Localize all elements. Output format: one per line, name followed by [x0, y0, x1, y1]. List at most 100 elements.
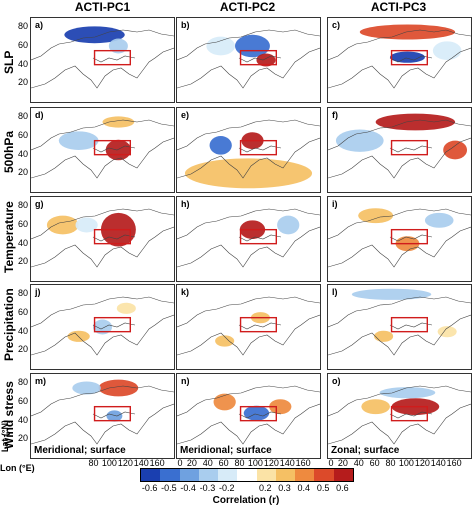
correlation-anomaly — [75, 217, 98, 233]
panel-label: m) — [34, 376, 47, 386]
lat-tick-label: 60 — [17, 130, 28, 140]
correlation-anomaly — [243, 405, 270, 421]
map-svg — [328, 385, 471, 445]
panel-label: j) — [34, 287, 42, 297]
colorbar-swatch — [218, 469, 238, 481]
map-panel: o) Zonal; surface — [327, 373, 472, 459]
colorbar-swatch — [333, 469, 353, 481]
study-region-box — [390, 405, 429, 422]
panel-note: Meridional; surface — [180, 445, 272, 456]
correlation-anomaly — [379, 387, 436, 399]
coastline — [177, 314, 320, 356]
colorbar-tick-label: -0.3 — [199, 483, 216, 493]
coastline — [328, 403, 471, 445]
panel-label: d) — [34, 110, 45, 120]
correlation-anomaly — [105, 139, 132, 161]
coastline — [389, 145, 433, 153]
panel-label: a) — [34, 20, 45, 30]
colorbar-swatch — [160, 469, 180, 481]
coastline — [177, 29, 320, 61]
coastline — [389, 55, 433, 63]
colorbar-tick-label: 0.2 — [259, 483, 272, 493]
coastline — [31, 29, 174, 61]
lat-tick-label: 20 — [17, 344, 28, 355]
lon-tick-label: 80 — [88, 458, 99, 468]
lon-tick-label: 140 — [279, 458, 295, 468]
lon-tick-label: 60 — [369, 458, 380, 468]
colorbar-tick-label: -0.6 — [141, 483, 158, 493]
lat-tick-label: 20 — [17, 433, 28, 444]
coastline — [92, 145, 136, 153]
lat-tick-label: 80 — [17, 200, 28, 211]
coastline — [177, 403, 320, 445]
col-title-3: ACTI-PC3 — [370, 0, 427, 14]
study-region-box — [390, 228, 429, 245]
coastline — [238, 411, 282, 419]
map-panel: k) — [176, 284, 321, 370]
colorbar-swatch — [256, 469, 276, 481]
colorbar-tick-label: -0.4 — [180, 483, 196, 493]
lat-tick-label: 60 — [17, 396, 28, 406]
lon-tick-label: 140 — [430, 458, 446, 468]
coastline — [177, 385, 320, 417]
coastline — [177, 137, 320, 179]
coastline — [177, 208, 320, 240]
correlation-anomaly — [184, 158, 313, 189]
correlation-anomaly — [46, 215, 79, 235]
map-panel: h) — [176, 196, 321, 282]
panel-label: c) — [331, 20, 342, 30]
map-panel: a) — [30, 17, 175, 103]
lat-tick-label: 20 — [17, 256, 28, 267]
study-region-box — [239, 228, 278, 245]
lat-tick-label: 40 — [17, 325, 28, 336]
correlation-anomaly — [389, 51, 425, 63]
lon-tick-label: 120 — [117, 458, 133, 468]
study-region-box — [239, 49, 278, 66]
map-svg — [31, 116, 174, 179]
lon-tick-label: 20 — [337, 458, 348, 468]
col-title-1: ACTI-PC1 — [74, 0, 131, 14]
lat-tick-label: 20 — [17, 167, 28, 178]
map-svg — [328, 208, 471, 268]
map-panel: e) — [176, 107, 321, 193]
col-title-2: ACTI-PC2 — [219, 0, 276, 14]
correlation-anomaly — [206, 36, 235, 56]
study-region-box — [93, 405, 132, 422]
coastline — [328, 119, 471, 151]
coastline — [328, 137, 471, 179]
lat-tick-label: 60 — [17, 307, 28, 317]
study-region-box — [93, 49, 132, 66]
coastline — [92, 234, 136, 242]
panel-label: g) — [34, 199, 45, 209]
study-region-box — [239, 316, 278, 333]
coastline — [31, 314, 174, 356]
coastline — [328, 47, 471, 89]
coastline — [389, 234, 433, 242]
map-panel: d) — [30, 107, 175, 193]
coastline — [31, 385, 174, 417]
study-region-box — [390, 49, 429, 66]
study-region-box — [239, 405, 278, 422]
coastline — [31, 137, 174, 179]
lon-tick-label: 40 — [202, 458, 213, 468]
correlation-anomaly — [108, 38, 128, 54]
map-panel: j) — [30, 284, 175, 370]
study-region-box — [390, 139, 429, 156]
study-region-box — [239, 139, 278, 156]
coastline — [92, 55, 136, 63]
colorbar-tick-label: 0.3 — [278, 483, 291, 493]
panel-note: Zonal; surface — [331, 445, 400, 456]
panel-label: o) — [331, 376, 342, 386]
panel-note: Meridional; surface — [34, 445, 126, 456]
coastline — [328, 29, 471, 61]
correlation-anomaly — [358, 208, 394, 224]
panel-label: k) — [180, 287, 191, 297]
lat-tick-label: 60 — [17, 40, 28, 50]
study-region-box — [93, 139, 132, 156]
correlation-anomaly — [209, 136, 232, 155]
lat-tick-label: 80 — [17, 377, 28, 388]
coastline — [328, 296, 471, 328]
colorbar-swatch — [295, 469, 315, 481]
lon-tick-label: 100 — [247, 458, 263, 468]
coastline — [177, 226, 320, 268]
